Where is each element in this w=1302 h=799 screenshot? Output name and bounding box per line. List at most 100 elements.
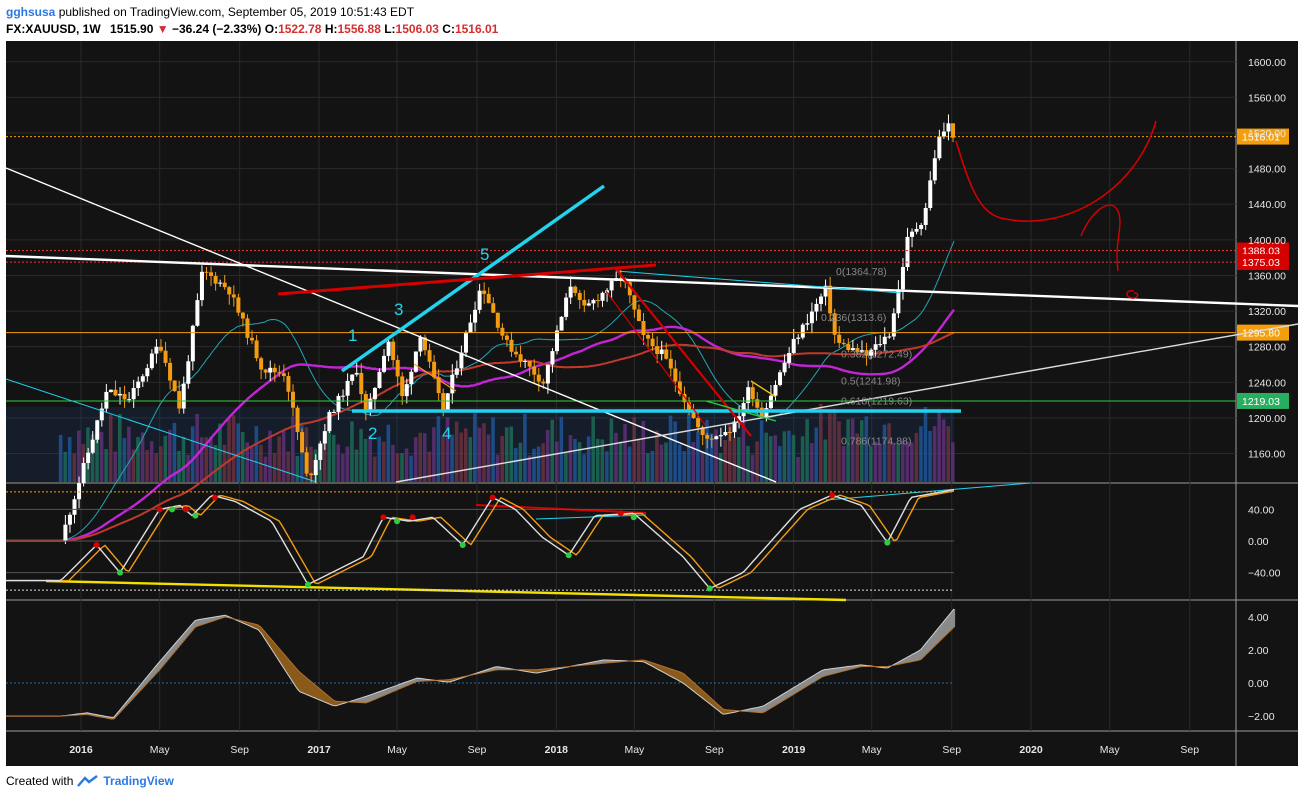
candle-body [714, 436, 719, 440]
chart-canvas[interactable]: 1516.011388.031375.031295.801219.030(136… [6, 41, 1298, 766]
volume-bar [409, 455, 413, 482]
volume-bar [536, 446, 541, 482]
volume-bar [168, 429, 172, 482]
volume-bar [145, 450, 149, 482]
candle-body [568, 286, 573, 298]
candle-body [814, 303, 819, 312]
volume-bar [136, 436, 140, 482]
candle-body [905, 236, 910, 268]
open-label: O: [264, 22, 279, 36]
candle-body [372, 387, 377, 400]
price-tag-label: 1295.80 [1242, 328, 1280, 340]
volume-bar [391, 444, 395, 482]
volume-bar [413, 437, 418, 482]
stoch-signal-dot [304, 581, 311, 588]
volume-bar [682, 451, 687, 482]
volume-bar [750, 454, 755, 482]
candle-body [259, 358, 264, 370]
trend-lines-back [6, 240, 955, 542]
volume-bar [477, 427, 482, 482]
candle-body [240, 312, 245, 319]
candle-body [140, 376, 145, 382]
candle-body [67, 514, 72, 525]
tradingview-brand[interactable]: TradingView [103, 774, 174, 788]
volume-bar [873, 441, 878, 482]
candle-body [491, 303, 496, 313]
volume-bar [272, 452, 277, 482]
candle-body [746, 387, 751, 404]
volume-bar [199, 437, 204, 482]
red-channel-lower [605, 290, 707, 427]
candle-body [309, 473, 314, 476]
created-with-text: Created with [6, 774, 74, 788]
candle-body [386, 341, 391, 356]
x-tick-label: Sep [942, 744, 961, 756]
candle-body [263, 369, 268, 373]
wave-label-3: 3 [394, 300, 403, 319]
volume-bar [700, 451, 705, 482]
open-value: 1522.78 [278, 22, 322, 36]
volume-bar [951, 442, 955, 482]
candle-body [618, 278, 623, 280]
volume-bar [177, 450, 181, 482]
candle-body [910, 231, 915, 237]
candle-body [787, 352, 792, 363]
volume-bar [158, 446, 163, 482]
white-uptrend-line [395, 323, 1298, 483]
candle-body [122, 393, 127, 400]
candle-body [709, 438, 714, 440]
candle-body [404, 384, 409, 397]
publisher-name[interactable]: gghsusa [6, 5, 56, 19]
volume-bar [491, 417, 495, 482]
volume-bar [382, 441, 386, 482]
candle-body [550, 351, 555, 365]
momentum-tick-label: 0.00 [1248, 678, 1269, 690]
volume-bar [72, 453, 77, 482]
y-tick-label: 1480.00 [1248, 164, 1286, 176]
fib-level-label: 0.618(1219.63) [841, 395, 912, 407]
candle-body [541, 381, 546, 384]
candle-body [823, 285, 828, 297]
x-tick-label: May [150, 744, 171, 756]
volume-bar [486, 434, 491, 482]
candle-body [545, 364, 550, 384]
candle-body [118, 393, 123, 396]
volume-bar [345, 446, 350, 482]
candle-body [887, 336, 892, 338]
candle-body [213, 275, 218, 284]
candle-body [523, 360, 528, 362]
candle-body [527, 360, 532, 367]
stoch-signal-dot [829, 492, 836, 499]
volume-bar [482, 423, 486, 482]
candle-body [800, 324, 805, 338]
candle-body [63, 524, 68, 541]
candle-body [673, 368, 678, 382]
volume-bar [368, 435, 372, 482]
candle-body [463, 332, 468, 353]
volume-bar [600, 439, 605, 482]
stoch-signal-dot [380, 514, 387, 521]
candle-body [99, 408, 104, 421]
candle-body [204, 271, 209, 273]
volume-bar [186, 454, 190, 482]
candle-body [158, 346, 163, 351]
volume-bar [300, 425, 304, 482]
volume-bar [172, 422, 177, 482]
volume-bar [77, 430, 81, 482]
candle-body [354, 372, 359, 375]
low-label: L: [384, 22, 396, 36]
candle-body [272, 367, 277, 373]
volume-bar [63, 451, 67, 482]
stoch-signal-dot [93, 541, 100, 548]
momentum-panel [6, 608, 956, 720]
volume-bar [341, 454, 345, 482]
volume-bar [823, 439, 828, 482]
volume-bar [195, 414, 199, 482]
candle-body [199, 271, 204, 301]
candle-body [318, 443, 323, 460]
published-text: published on TradingView.com, September … [58, 5, 415, 19]
volume-bar [605, 451, 609, 482]
price-tag-box [1237, 254, 1289, 271]
candle-body [514, 351, 519, 355]
volume-bar [58, 434, 63, 482]
